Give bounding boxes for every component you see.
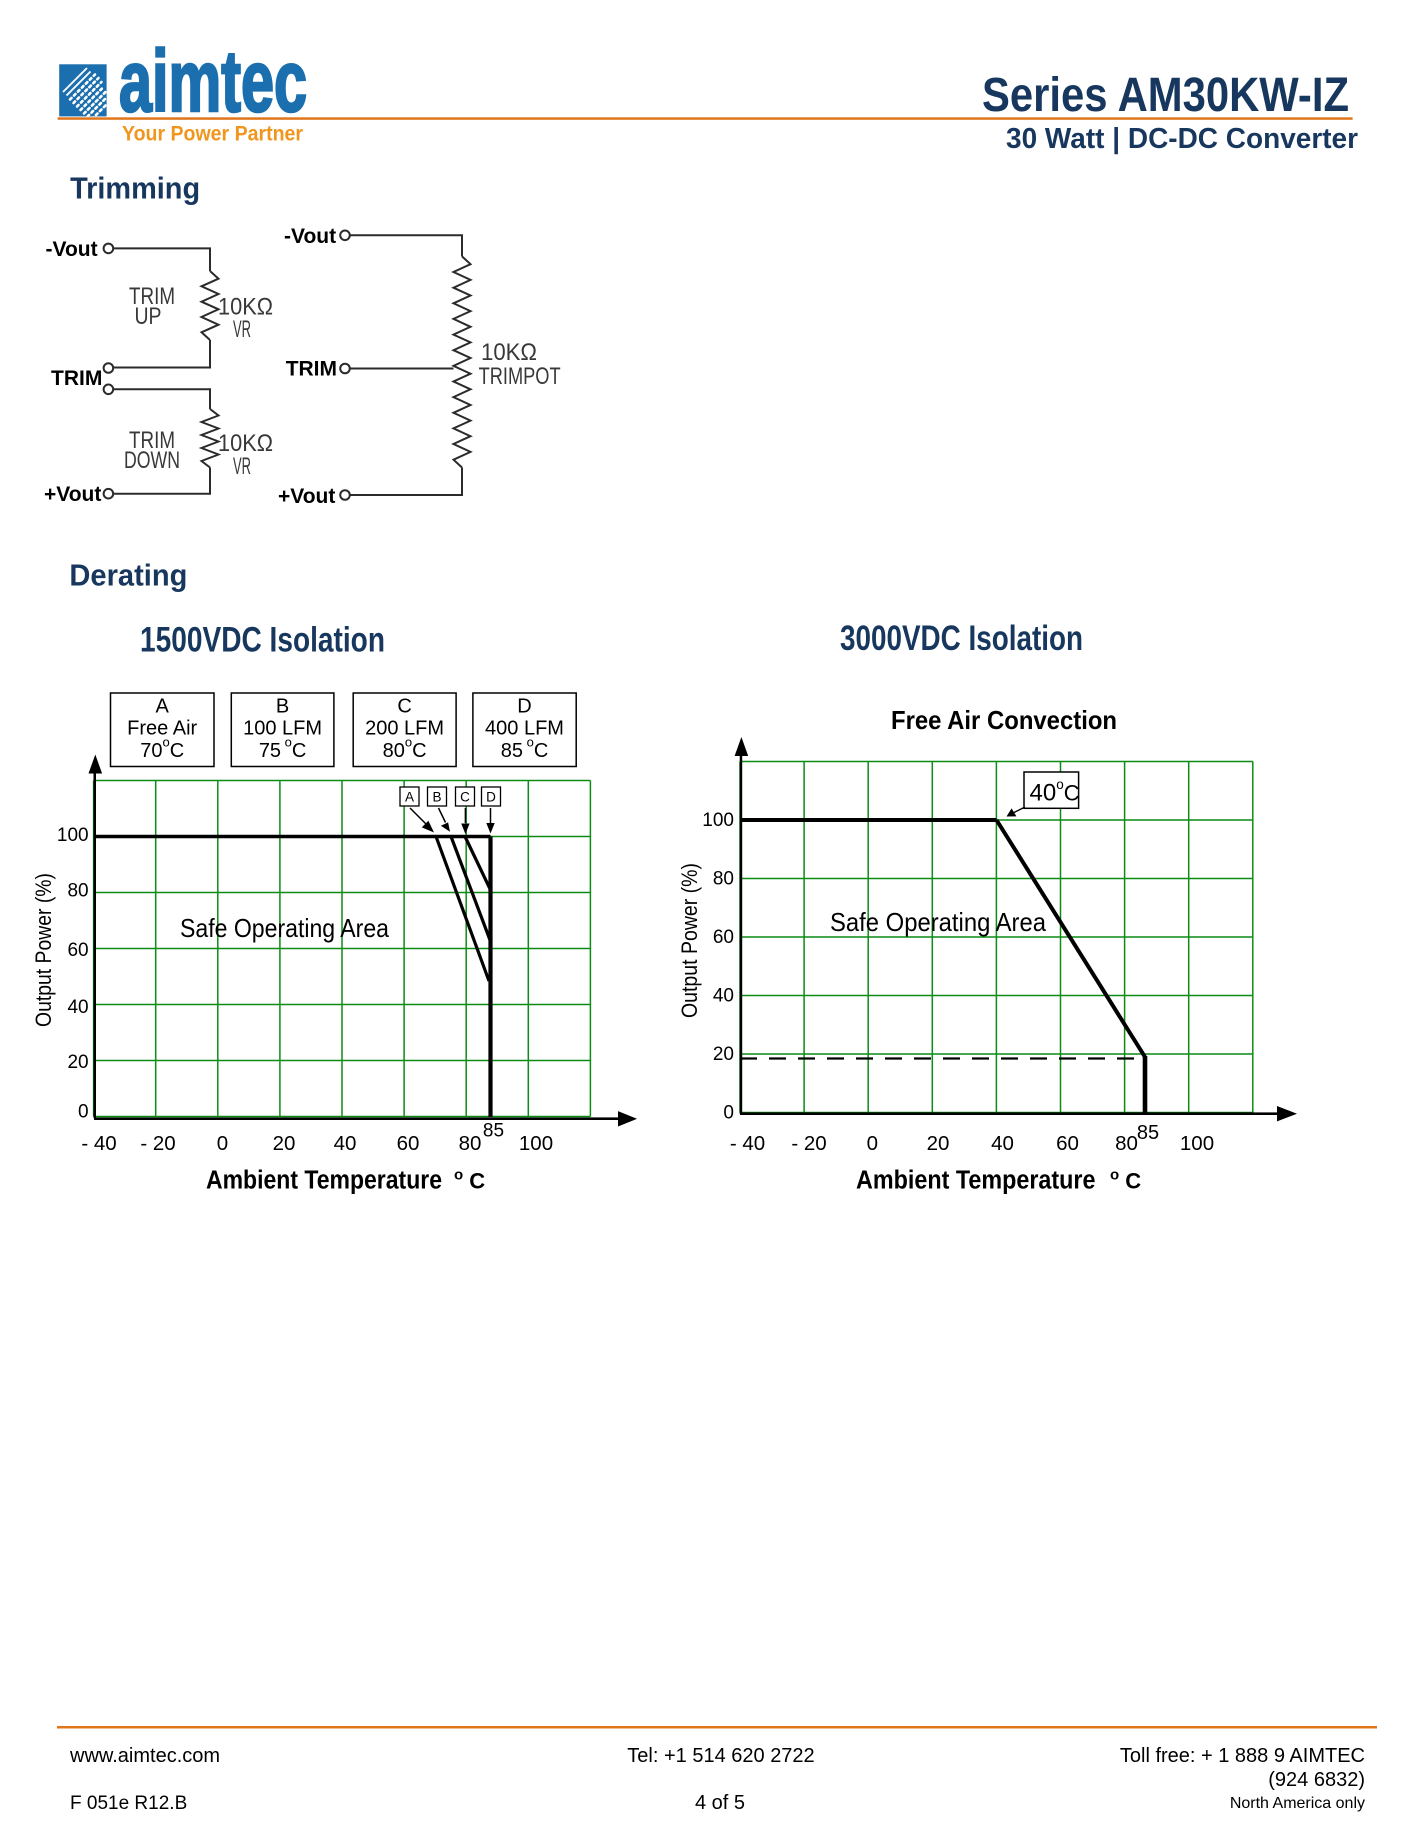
- svg-text:+Vout: +Vout: [44, 483, 101, 506]
- svg-text:www.aimtec.com: www.aimtec.com: [69, 1745, 220, 1767]
- svg-text:4 of 5: 4 of 5: [695, 1792, 745, 1814]
- svg-text:60: 60: [67, 940, 88, 961]
- svg-text:10KΩ: 10KΩ: [218, 294, 273, 321]
- svg-text:40: 40: [334, 1132, 357, 1155]
- svg-text:200 LFM: 200 LFM: [365, 718, 444, 740]
- svg-text:100: 100: [57, 825, 89, 846]
- svg-text:80: 80: [459, 1132, 482, 1155]
- svg-text:Ambient Temperature: Ambient Temperature: [856, 1167, 1096, 1195]
- svg-text:80oC: 80oC: [383, 735, 427, 763]
- svg-text:o C: o C: [454, 1167, 485, 1194]
- svg-text:0: 0: [723, 1103, 734, 1124]
- svg-text:Tel: +1 514 620 2722: Tel: +1 514 620 2722: [627, 1745, 814, 1767]
- svg-text:A: A: [405, 789, 414, 804]
- svg-text:80: 80: [1115, 1132, 1138, 1155]
- svg-text:100: 100: [702, 810, 734, 831]
- svg-text:100: 100: [519, 1132, 553, 1155]
- svg-text:80: 80: [67, 880, 88, 901]
- svg-text:85: 85: [1137, 1122, 1159, 1144]
- svg-text:3000VDC Isolation: 3000VDC Isolation: [840, 619, 1083, 658]
- svg-text:F 051e R12.B: F 051e R12.B: [70, 1793, 187, 1814]
- svg-text:-Vout: -Vout: [46, 238, 98, 261]
- svg-text:Output Power (%): Output Power (%): [31, 873, 56, 1027]
- svg-text:- 40: - 40: [81, 1132, 116, 1155]
- svg-text:60: 60: [713, 927, 734, 948]
- svg-text:UP: UP: [135, 303, 162, 330]
- svg-text:VR: VR: [233, 453, 251, 480]
- svg-text:Safe Operating Area: Safe Operating Area: [830, 907, 1046, 937]
- svg-text:- 20: - 20: [140, 1132, 175, 1155]
- svg-text:C: C: [397, 696, 411, 718]
- svg-text:20: 20: [273, 1132, 296, 1155]
- svg-text:(924 6832): (924 6832): [1268, 1769, 1365, 1791]
- svg-text:30 Watt | DC-DC Converter: 30 Watt | DC-DC Converter: [1006, 123, 1358, 155]
- svg-text:10KΩ: 10KΩ: [481, 339, 537, 366]
- svg-text:C: C: [460, 789, 470, 804]
- svg-text:TRIM: TRIM: [129, 283, 175, 310]
- svg-text:60: 60: [1056, 1132, 1079, 1155]
- svg-text:Free Air Convection: Free Air Convection: [891, 705, 1117, 735]
- svg-text:TRIM: TRIM: [286, 358, 337, 381]
- svg-text:DOWN: DOWN: [124, 447, 180, 474]
- svg-text:+Vout: +Vout: [278, 485, 335, 508]
- svg-text:TRIM: TRIM: [51, 367, 102, 390]
- svg-text:Your Power Partner: Your Power Partner: [122, 123, 303, 146]
- svg-text:o C: o C: [1110, 1167, 1141, 1194]
- svg-text:85: 85: [483, 1121, 504, 1142]
- svg-text:Free Air: Free Air: [127, 718, 197, 740]
- svg-text:1500VDC Isolation: 1500VDC Isolation: [140, 621, 385, 660]
- svg-text:85 oC: 85 oC: [501, 735, 549, 763]
- svg-text:- 20: - 20: [791, 1132, 826, 1155]
- svg-text:Series AM30KW-IZ: Series AM30KW-IZ: [982, 69, 1349, 122]
- svg-text:100: 100: [1180, 1132, 1214, 1155]
- svg-text:0: 0: [217, 1132, 228, 1155]
- svg-text:Derating: Derating: [69, 559, 187, 593]
- svg-text:Output Power (%): Output Power (%): [677, 863, 702, 1018]
- svg-text:40: 40: [67, 997, 88, 1018]
- svg-text:400 LFM: 400 LFM: [485, 718, 564, 740]
- svg-text:0: 0: [867, 1132, 878, 1155]
- svg-text:B: B: [276, 696, 289, 718]
- svg-text:40: 40: [713, 986, 734, 1007]
- svg-text:Toll free: + 1 888 9 AIMTEC: Toll free: + 1 888 9 AIMTEC: [1120, 1745, 1365, 1767]
- svg-text:80: 80: [713, 869, 734, 890]
- svg-text:A: A: [156, 696, 170, 718]
- svg-text:TRIM: TRIM: [129, 427, 175, 454]
- svg-text:Trimming: Trimming: [70, 170, 200, 205]
- svg-text:100 LFM: 100 LFM: [243, 718, 322, 740]
- svg-text:20: 20: [67, 1052, 88, 1073]
- svg-text:20: 20: [927, 1132, 950, 1155]
- svg-text:- 40: - 40: [730, 1132, 765, 1155]
- svg-text:70oC: 70oC: [140, 735, 184, 763]
- svg-text:Ambient Temperature: Ambient Temperature: [206, 1167, 442, 1195]
- svg-text:40oC: 40oC: [1030, 777, 1080, 807]
- svg-text:B: B: [432, 789, 441, 804]
- svg-text:aimtec: aimtec: [119, 33, 307, 130]
- svg-text:40: 40: [991, 1132, 1014, 1155]
- svg-text:D: D: [517, 696, 531, 718]
- svg-text:Safe Operating Area: Safe Operating Area: [180, 913, 389, 943]
- svg-text:VR: VR: [233, 316, 251, 343]
- svg-text:North America only: North America only: [1230, 1795, 1365, 1812]
- svg-text:TRIMPOT: TRIMPOT: [479, 363, 561, 390]
- svg-text:-Vout: -Vout: [284, 225, 336, 248]
- svg-text:20: 20: [713, 1044, 734, 1065]
- svg-text:D: D: [486, 789, 496, 804]
- svg-text:10KΩ: 10KΩ: [218, 430, 273, 457]
- svg-text:0: 0: [78, 1102, 89, 1123]
- svg-text:60: 60: [397, 1132, 420, 1155]
